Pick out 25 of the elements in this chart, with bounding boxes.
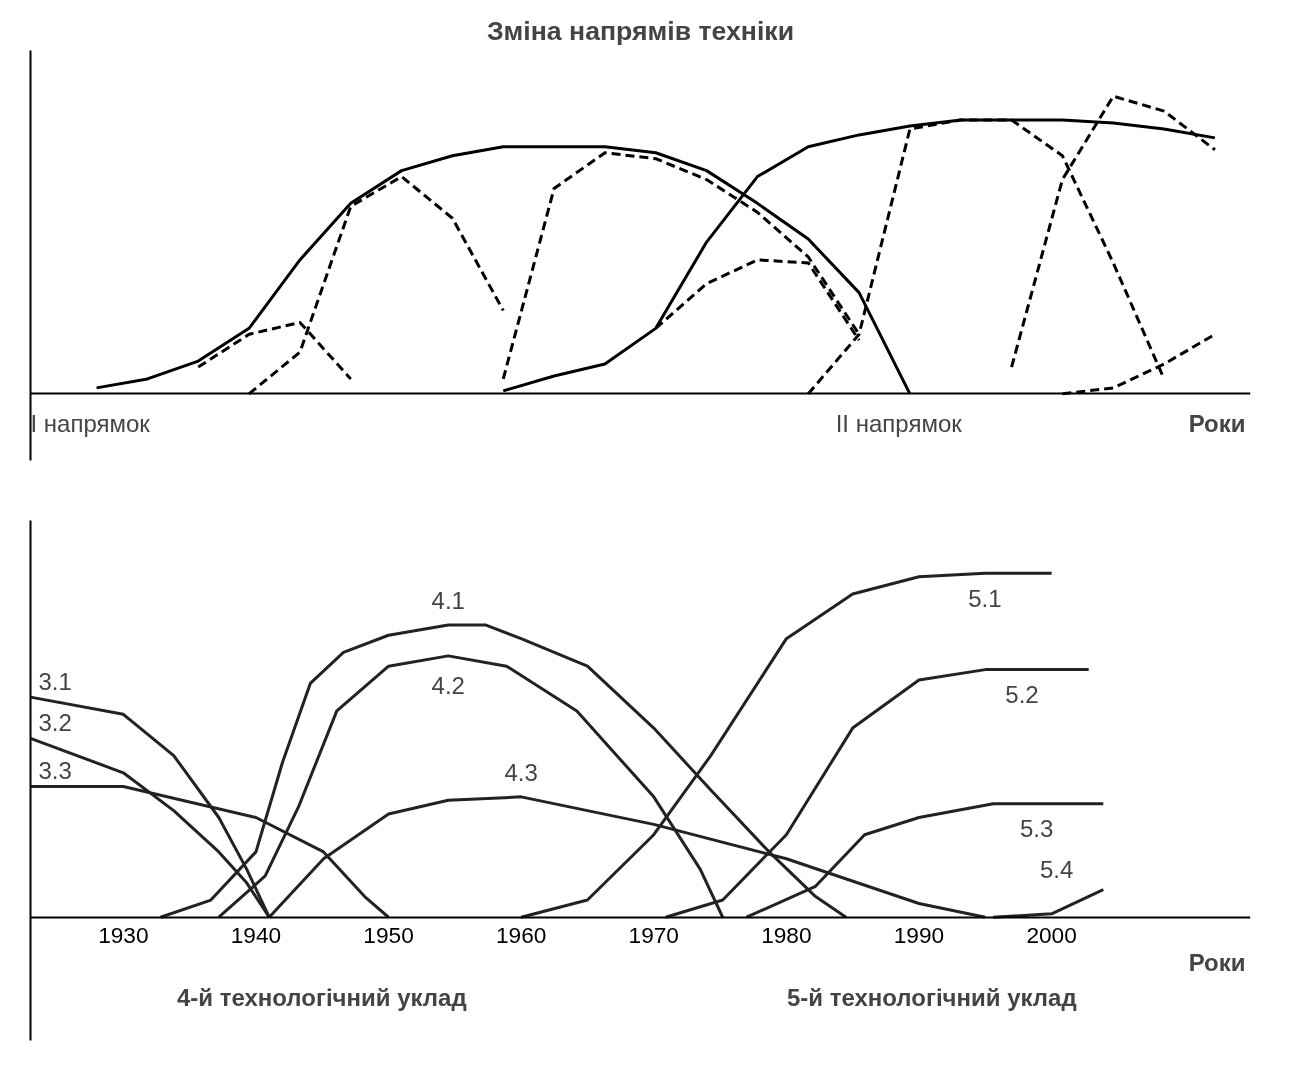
x-tick-label: 1990: [893, 922, 945, 949]
x-tick-label: 1940: [230, 922, 282, 949]
x-tick-label: 2000: [1026, 922, 1077, 949]
series-label: 4.3: [504, 759, 538, 787]
x-tick-label: 1930: [98, 922, 149, 949]
x-tick-label: 1980: [761, 922, 812, 949]
series-label: 4.2: [431, 672, 465, 700]
text: ІІ напрямок: [835, 410, 963, 438]
series-label: 3.1: [38, 667, 72, 695]
series-label: 5.4: [1039, 856, 1074, 884]
series-label: 3.2: [38, 708, 72, 736]
x-tick-label: 1970: [628, 922, 679, 949]
x-tick-label: 1950: [363, 922, 414, 949]
text: 5-й технологічний уклад: [786, 983, 1077, 1011]
series-label: 5.2: [1005, 681, 1039, 709]
x-axis-title: Роки: [1188, 410, 1246, 438]
x-tick-label: 1960: [495, 922, 547, 949]
series-label: 5.3: [1019, 815, 1054, 843]
series-label: 4.1: [431, 587, 465, 615]
text: І напрямок: [30, 410, 151, 438]
series-label: 5.1: [968, 584, 1002, 612]
text: 4-й технологічний уклад: [176, 983, 467, 1011]
series-label: 3.3: [38, 757, 72, 785]
chart-title: Зміна напрямів техніки: [486, 15, 795, 46]
x-axis-title: Роки: [1188, 948, 1246, 976]
